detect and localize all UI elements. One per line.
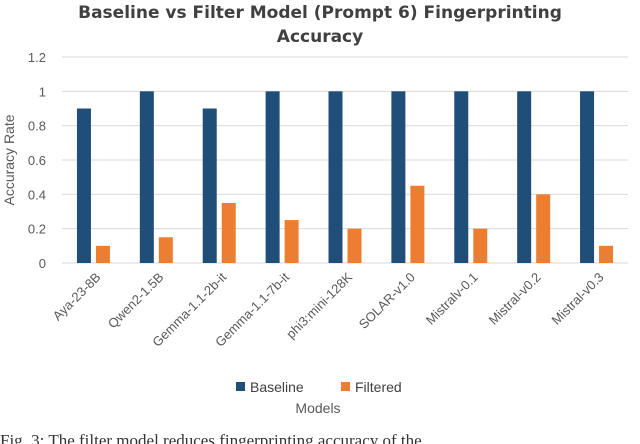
bar-baseline-8 <box>580 91 595 263</box>
bar-filtered-3 <box>284 220 299 263</box>
y-axis-label: Accuracy Rate <box>1 114 17 205</box>
bar-baseline-2 <box>202 108 217 263</box>
bar-filtered-7 <box>536 194 551 263</box>
bars <box>76 91 614 263</box>
x-tick-label: Mistralv-0.1 <box>423 270 481 328</box>
y-tick-label: 0.2 <box>28 222 46 237</box>
bar-filtered-4 <box>347 228 362 263</box>
legend-swatch-filtered <box>341 382 350 391</box>
legend-swatch-baseline <box>236 382 245 391</box>
bar-baseline-6 <box>454 91 469 263</box>
bar-baseline-3 <box>265 91 280 263</box>
x-tick-label: Aya-23-8B <box>50 270 104 324</box>
x-axis-label: Models <box>295 400 340 416</box>
x-tick-label: Mistral-v0.2 <box>486 270 544 328</box>
bar-filtered-2 <box>221 202 236 263</box>
x-tick-label: Qwen2-1.5B <box>105 270 167 332</box>
y-tick-label: 1.2 <box>28 50 46 65</box>
y-axis-ticks: 0 0.2 0.4 0.6 0.8 1 1.2 <box>28 50 46 271</box>
y-tick-label: 0.6 <box>28 153 46 168</box>
bar-baseline-5 <box>391 91 406 263</box>
x-tick-label: SOLAR-v1.0 <box>356 270 418 332</box>
bar-filtered-1 <box>158 237 173 263</box>
bar-filtered-5 <box>410 185 425 263</box>
y-tick-label: 0.8 <box>28 119 46 134</box>
bar-filtered-0 <box>95 245 110 263</box>
chart-title-line-1: Baseline vs Filter Model (Prompt 6) Fing… <box>78 3 562 23</box>
y-tick-label: 1 <box>39 84 46 99</box>
bar-baseline-4 <box>328 91 343 263</box>
bar-filtered-6 <box>473 228 488 263</box>
figure-caption: Fig. 3: The filter model reduces fingerp… <box>0 431 422 444</box>
legend-label-filtered: Filtered <box>355 379 402 395</box>
gridlines <box>62 56 628 264</box>
bar-baseline-7 <box>517 91 532 263</box>
legend-label-baseline: Baseline <box>250 379 304 395</box>
legend: Baseline Filtered <box>236 379 402 395</box>
chart-title-line-2: Accuracy <box>277 27 363 47</box>
x-tick-label: Mistral-v0.3 <box>549 270 607 328</box>
x-axis-ticks: Aya-23-8B Qwen2-1.5BGemma-1.1-2b-itGemma-… <box>50 269 607 349</box>
bar-baseline-0 <box>76 108 91 263</box>
bar-baseline-1 <box>139 91 154 263</box>
bar-filtered-8 <box>599 245 614 263</box>
y-tick-label: 0.4 <box>28 187 46 202</box>
y-tick-label: 0 <box>39 256 46 271</box>
x-tick-label: phi3:mini-128K <box>283 269 355 341</box>
